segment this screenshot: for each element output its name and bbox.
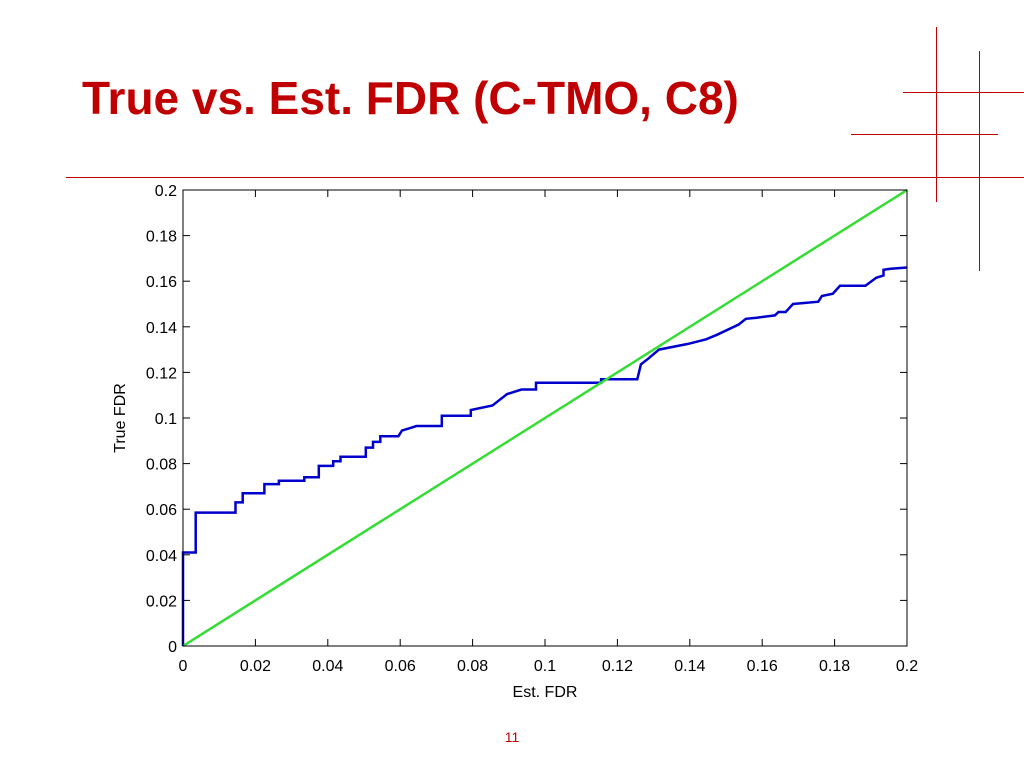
y-tick-label: 0.04 [146,548,177,565]
x-tick-label: 0.14 [674,658,705,675]
y-tick-label: 0.2 [155,183,177,200]
y-tick-label: 0 [168,639,177,656]
x-tick-label: 0.02 [240,658,271,675]
x-tick-label: 0.16 [747,658,778,675]
x-tick-label: 0.04 [312,658,343,675]
y-tick-label: 0.18 [146,229,177,246]
title-underline [66,177,1024,178]
y-tick-label: 0.1 [155,411,177,428]
x-tick-label: 0 [179,658,188,675]
decoration-vertical-line-1 [936,27,937,202]
x-axis-label: Est. FDR [513,684,578,701]
y-tick-label: 0.08 [146,457,177,474]
true-fdr-line [181,266,908,646]
y-tick-label: 0.16 [146,274,177,291]
x-tick-label: 0.08 [457,658,488,675]
slide-title: True vs. Est. FDR (C-TMO, C8) [82,72,739,124]
y-tick-label: 0.14 [146,320,177,337]
decoration-vertical-line-2 [979,51,980,271]
x-tick-label: 0.06 [385,658,416,675]
decoration-horizontal-line-1 [903,92,1024,93]
x-tick-labels: 0 0.02 0.04 0.06 0.08 0.1 0.12 0.14 0.16 0.18 0.2 [179,658,919,675]
y-tick-labels: 0 0.02 0.04 0.06 0.08 0.1 0.12 0.14 0.16 0.18 0.2 [146,183,177,656]
y-tick-label: 0.12 [146,365,177,382]
series-layer [181,188,908,648]
reference-diagonal-line [182,188,908,648]
decoration-horizontal-line-2 [851,134,998,135]
x-tick-label: 0.18 [819,658,850,675]
y-tick-label: 0.02 [146,593,177,610]
x-tick-label: 0.12 [602,658,633,675]
tick-marks [182,189,908,647]
y-tick-label: 0.06 [146,502,177,519]
x-tick-label: 0.2 [896,658,918,675]
y-axis-label: True FDR [112,383,129,453]
x-tick-label: 0.1 [534,658,556,675]
page-number: 11 [504,729,520,745]
